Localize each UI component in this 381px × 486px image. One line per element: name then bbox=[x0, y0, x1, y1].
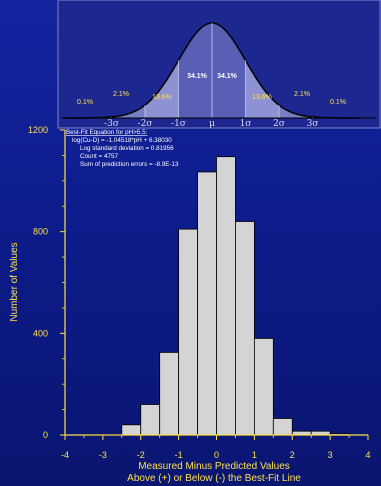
sigma-label: 3σ bbox=[307, 119, 319, 129]
sigma-label: -3σ bbox=[104, 119, 119, 129]
x-tick-label: 2 bbox=[290, 450, 295, 460]
sigma-label: μ bbox=[209, 119, 215, 129]
x-tick-label: -2 bbox=[137, 450, 145, 460]
histogram-bar bbox=[197, 171, 217, 436]
sigma-label: -2σ bbox=[138, 119, 153, 129]
percent-label: 0.1% bbox=[330, 99, 346, 106]
histogram-bar bbox=[140, 404, 161, 436]
percent-labels: 0.1% 2.1% 13.6% 34.1% 34.1% 13.6% 2.1% 0.1% bbox=[77, 73, 346, 106]
histogram-plot: -4 -3 -2 -1 0 1 2 3 4 0 400 800 1200 bbox=[28, 125, 371, 460]
histogram-bar bbox=[235, 221, 255, 436]
histogram-bar bbox=[159, 351, 180, 436]
histogram-bar bbox=[121, 424, 142, 436]
sigma-label: 2σ bbox=[273, 119, 285, 129]
y-tick-labels: 0 400 800 1200 bbox=[28, 125, 48, 440]
histogram-bar bbox=[216, 156, 236, 436]
shaded-region-5 bbox=[279, 105, 313, 118]
equation-line3: Count = 4757 bbox=[80, 153, 118, 160]
equation-line2: Log standard deviation = 0.81956 bbox=[80, 145, 174, 152]
percent-label: 34.1% bbox=[187, 73, 208, 80]
x-tick-label: -1 bbox=[175, 450, 183, 460]
y-tick-label: 1200 bbox=[28, 125, 48, 135]
x-tick-label: -3 bbox=[99, 450, 107, 460]
percent-label: 2.1% bbox=[113, 91, 129, 98]
equation-line4: Sum of prediction errors = -8.9E-13 bbox=[80, 161, 179, 168]
equation-line1: log(Cu-D) = -1.04518*pH + 6.38030 bbox=[72, 137, 172, 144]
normal-distribution-panel: -3σ -2σ -1σ μ 1σ 2σ 3σ 0.1% 2.1% 13.6% 34.1% 34.1%… bbox=[57, 0, 381, 129]
equation-title: Best-Fit Equation for pH>5.5: bbox=[66, 129, 148, 136]
sigma-label: 1σ bbox=[240, 119, 252, 129]
x-axis-title-line2: Above (+) or Below (-) the Best-Fit Line bbox=[127, 473, 301, 484]
axes bbox=[60, 129, 369, 440]
sigma-separators bbox=[111, 23, 313, 118]
percent-label: 0.1% bbox=[77, 99, 93, 106]
x-tick-label: 4 bbox=[365, 450, 370, 460]
y-tick-label: 400 bbox=[33, 328, 48, 338]
x-tick-labels: -4 -3 -2 -1 0 1 2 3 4 bbox=[61, 450, 371, 460]
x-tick-label: 0 bbox=[214, 450, 219, 460]
histogram-bar bbox=[178, 228, 198, 436]
percent-label: 2.1% bbox=[294, 91, 310, 98]
x-tick-label: 1 bbox=[252, 450, 257, 460]
x-tick-label: -4 bbox=[61, 450, 69, 460]
x-tick-label: 3 bbox=[328, 450, 333, 460]
x-axis-title-line1: Measured Minus Predicted Values bbox=[138, 461, 290, 472]
y-tick-label: 800 bbox=[33, 227, 48, 237]
histogram-bars bbox=[83, 156, 350, 436]
histogram-bar bbox=[253, 338, 274, 436]
sigma-label: -1σ bbox=[171, 119, 186, 129]
sigma-labels: -3σ -2σ -1σ μ 1σ 2σ 3σ bbox=[104, 119, 318, 129]
y-tick-label: 0 bbox=[43, 430, 48, 440]
equation-annotation: Best-Fit Equation for pH>5.5: log(Cu-D) … bbox=[66, 129, 179, 168]
percent-label: 34.1% bbox=[217, 73, 238, 80]
percent-label: 13.6% bbox=[252, 94, 272, 101]
y-axis-title: Number of Values bbox=[9, 242, 20, 321]
percent-label: 13.6% bbox=[152, 94, 172, 101]
shaded-region-0 bbox=[111, 105, 145, 118]
histogram-bar bbox=[272, 418, 293, 436]
